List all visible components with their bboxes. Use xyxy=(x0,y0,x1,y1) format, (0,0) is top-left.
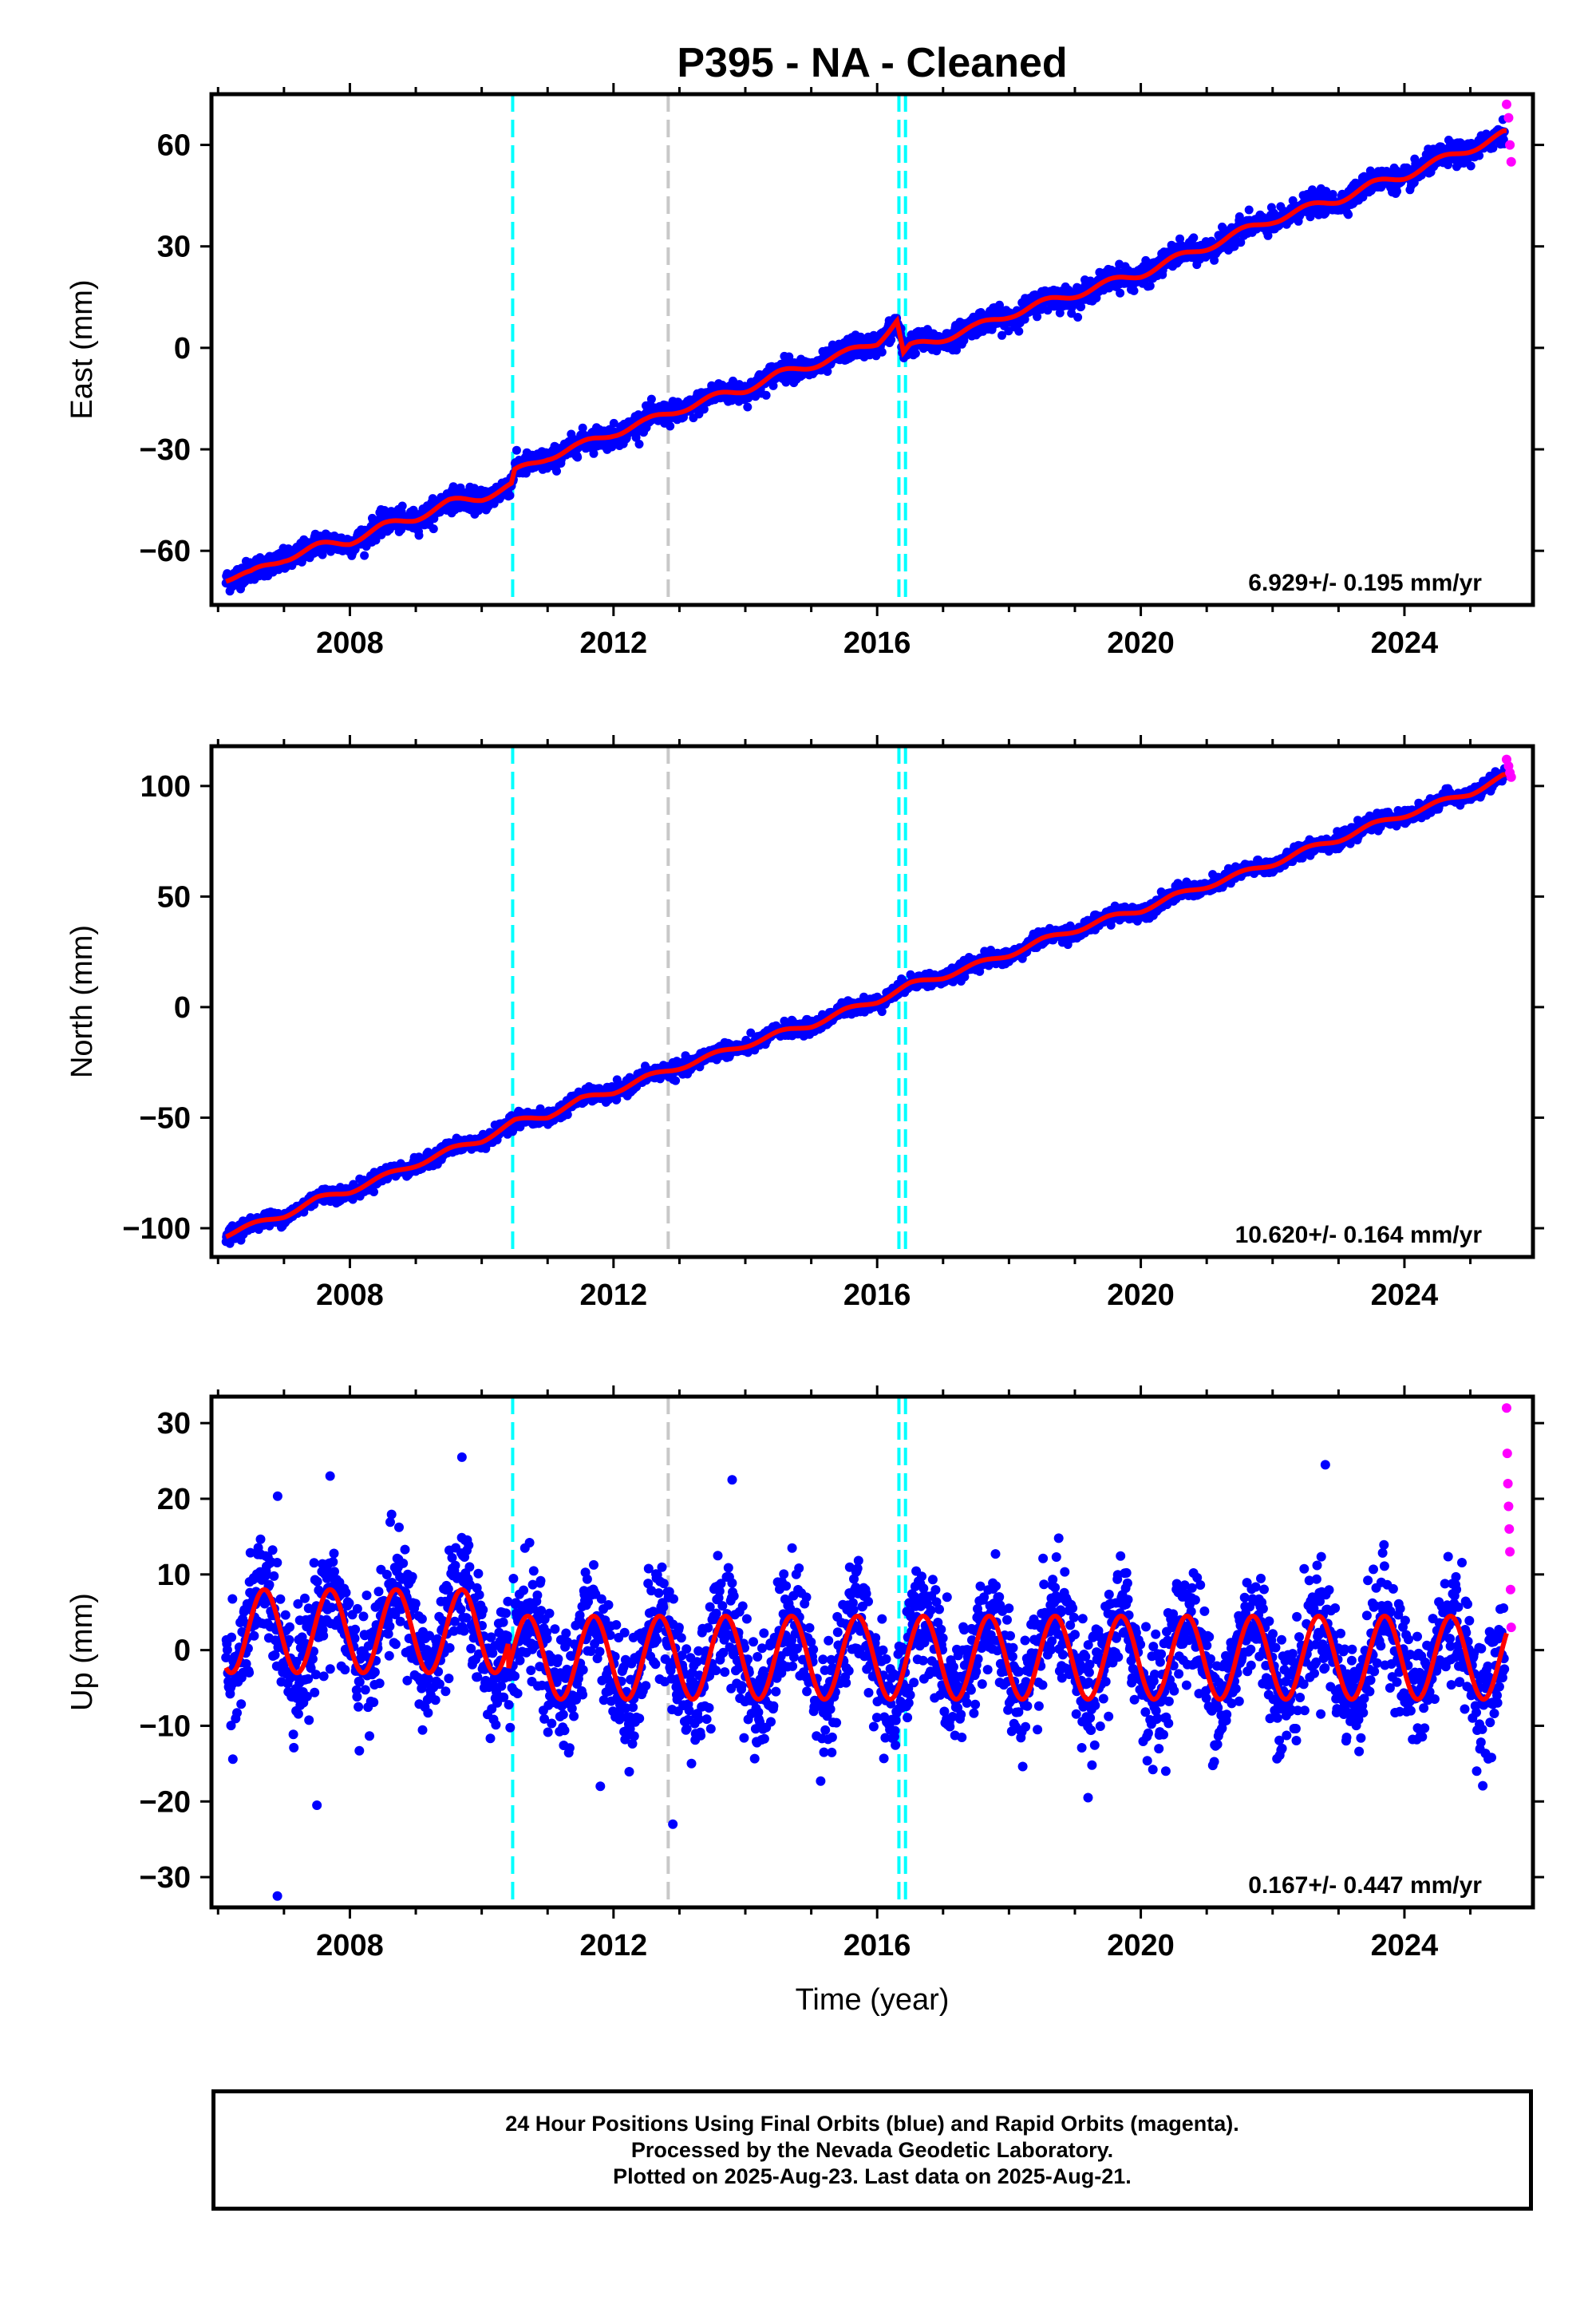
east-final-points xyxy=(221,115,1509,596)
final-point xyxy=(634,440,644,449)
final-point xyxy=(699,405,709,414)
final-point xyxy=(589,449,598,458)
final-point xyxy=(609,418,618,428)
final-point xyxy=(646,394,656,404)
final-point xyxy=(552,466,561,476)
final-point xyxy=(1033,312,1042,322)
rapid-point xyxy=(1501,99,1511,109)
final-point xyxy=(578,423,587,433)
y-tick-label: −60 xyxy=(140,535,191,568)
panel-east: 2008 2012 2016 2020 2024 −60 −30 0 30 60 East (mm)… xyxy=(65,83,1544,660)
x-tick-label: 2012 xyxy=(580,626,648,660)
final-point xyxy=(369,1188,378,1196)
rate-label: 6.929+/- 0.195 mm/yr xyxy=(1248,570,1482,596)
final-point xyxy=(1393,187,1401,196)
final-point xyxy=(1004,326,1013,336)
x-tick-label: 2016 xyxy=(843,626,911,660)
rapid-point xyxy=(1506,156,1516,167)
final-point xyxy=(1488,144,1498,152)
final-point xyxy=(429,524,438,534)
final-point xyxy=(1116,288,1125,298)
chart-title: P395 - NA - Cleaned xyxy=(677,40,1067,86)
final-point xyxy=(1055,308,1065,318)
final-point xyxy=(952,346,961,355)
y-tick-label: 30 xyxy=(157,231,191,264)
final-point xyxy=(474,506,484,516)
final-point xyxy=(998,330,1006,340)
final-point xyxy=(512,445,521,455)
final-point xyxy=(1189,233,1199,243)
final-point xyxy=(573,453,583,462)
y-tick-label: 0 xyxy=(174,332,191,366)
final-point xyxy=(671,1076,681,1085)
rapid-point xyxy=(1505,140,1515,150)
rapid-point xyxy=(1503,113,1514,123)
y-axis-label: East (mm) xyxy=(65,279,99,419)
final-point xyxy=(743,402,753,412)
y-tick-label: −30 xyxy=(140,433,191,467)
final-point xyxy=(768,381,778,390)
final-point xyxy=(887,335,896,345)
final-point xyxy=(761,390,771,400)
final-point xyxy=(1466,161,1476,171)
north-plot-area xyxy=(221,746,1516,1257)
y-tick-label: 60 xyxy=(157,129,191,163)
final-point xyxy=(1014,326,1024,336)
final-point xyxy=(414,531,424,540)
final-point xyxy=(1145,281,1155,290)
final-point xyxy=(1129,286,1139,295)
final-point xyxy=(911,349,920,358)
x-tick-label: 2024 xyxy=(1371,626,1439,660)
x-tick-label: 2020 xyxy=(1107,626,1175,660)
final-point xyxy=(505,491,515,500)
final-point xyxy=(1073,313,1083,322)
final-point xyxy=(1244,205,1254,215)
x-tick-label: 2008 xyxy=(316,626,384,660)
final-point xyxy=(877,347,887,357)
final-point xyxy=(1344,210,1353,219)
east-plot-area xyxy=(221,94,1516,605)
final-point xyxy=(397,501,407,511)
final-point xyxy=(360,551,369,560)
final-point xyxy=(666,421,675,431)
